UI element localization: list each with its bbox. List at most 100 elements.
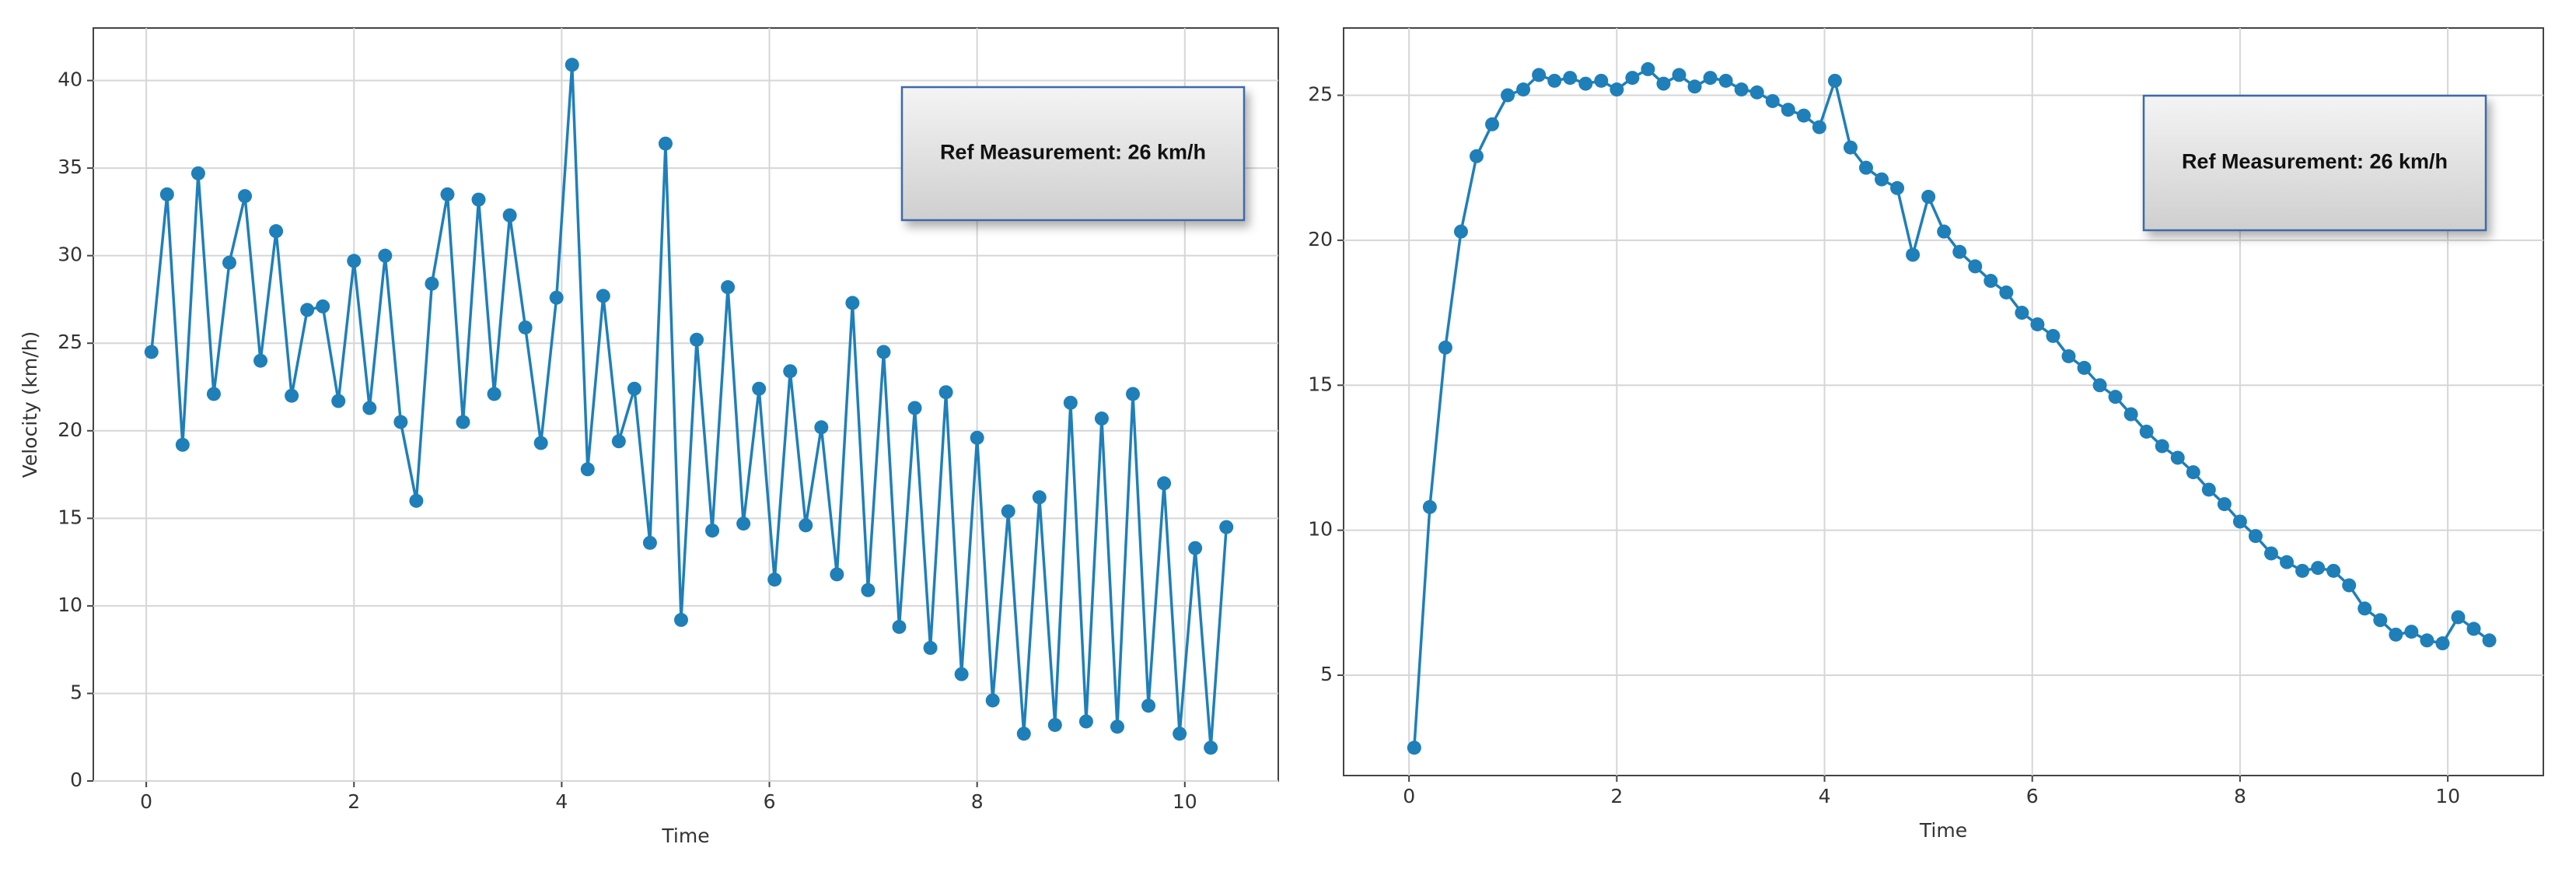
- point: [409, 493, 424, 508]
- point: [144, 345, 159, 359]
- point: [300, 303, 315, 317]
- y-tick-label: 10: [1308, 518, 1333, 541]
- point: [985, 693, 1000, 708]
- y-tick-label: 25: [1308, 82, 1333, 105]
- point: [580, 462, 595, 477]
- point: [2123, 407, 2138, 422]
- x-tick-label: 8: [2234, 785, 2246, 807]
- x-tick-label: 2: [1610, 785, 1623, 807]
- point: [1672, 68, 1686, 82]
- point: [549, 290, 564, 305]
- point: [1047, 717, 1062, 732]
- point: [2232, 514, 2247, 529]
- y-tick-label: 30: [58, 243, 82, 266]
- point: [1094, 411, 1109, 426]
- point: [1984, 274, 1998, 289]
- point: [378, 248, 393, 263]
- x-axis-label: Time: [1919, 819, 1967, 842]
- point: [1781, 103, 1795, 117]
- point: [596, 289, 610, 303]
- point: [1453, 224, 1468, 239]
- point: [1516, 82, 1531, 97]
- point: [269, 224, 284, 239]
- point: [1173, 727, 1187, 741]
- point: [1656, 76, 1671, 91]
- point: [2451, 610, 2466, 625]
- point: [1625, 71, 1640, 86]
- y-tick-label: 40: [58, 68, 82, 91]
- point: [1641, 61, 1655, 76]
- point: [1469, 149, 1484, 163]
- point: [1141, 699, 1156, 713]
- point: [2358, 601, 2372, 616]
- point: [1110, 720, 1124, 734]
- y-tick-label: 15: [1308, 373, 1333, 395]
- point: [253, 353, 268, 368]
- point: [1749, 85, 1764, 100]
- point: [331, 394, 346, 408]
- point: [673, 612, 688, 627]
- point: [1937, 224, 1952, 239]
- point: [767, 573, 782, 587]
- point: [954, 667, 969, 681]
- point: [658, 136, 673, 151]
- point: [799, 518, 813, 533]
- point: [611, 434, 626, 449]
- point: [2326, 563, 2341, 578]
- point: [2139, 424, 2154, 439]
- point: [1718, 73, 1733, 88]
- point: [2373, 613, 2388, 628]
- point: [2170, 450, 2185, 465]
- annotation-box: [900, 86, 1246, 222]
- point: [642, 535, 657, 550]
- point: [456, 415, 470, 429]
- point: [518, 320, 533, 334]
- point: [1906, 247, 1921, 262]
- point: [393, 415, 408, 429]
- point: [1032, 490, 1047, 505]
- x-tick-label: 0: [1403, 785, 1415, 807]
- point: [1126, 387, 1141, 401]
- point: [1204, 741, 1218, 755]
- point: [2248, 529, 2263, 544]
- y-tick-label: 5: [70, 681, 82, 703]
- point: [2295, 563, 2310, 578]
- point: [1827, 73, 1842, 88]
- point: [1796, 108, 1811, 123]
- point: [938, 385, 953, 400]
- y-tick-label: 0: [70, 769, 82, 791]
- y-tick-label: 15: [58, 506, 82, 528]
- point: [2201, 482, 2216, 497]
- point: [316, 299, 330, 313]
- point: [1532, 68, 1547, 82]
- point: [627, 381, 641, 396]
- x-tick-label: 6: [764, 790, 776, 813]
- point: [2263, 546, 2278, 561]
- point: [1952, 244, 1967, 259]
- point: [1063, 395, 1078, 410]
- point: [1501, 88, 1515, 103]
- point: [970, 430, 984, 445]
- point: [2186, 465, 2200, 480]
- point: [907, 401, 922, 415]
- annotation: Ref Measurement: 26 km/h: [2182, 150, 2448, 173]
- y-tick-label: 35: [58, 156, 82, 178]
- point: [1843, 140, 1858, 155]
- point: [2061, 348, 2076, 363]
- point: [1921, 189, 1936, 204]
- point: [471, 192, 486, 207]
- point: [2482, 633, 2497, 648]
- point: [690, 332, 704, 347]
- y-tick-label: 10: [58, 594, 82, 616]
- point: [1563, 71, 1578, 86]
- point: [1610, 82, 1624, 97]
- point: [1578, 76, 1593, 91]
- point: [1999, 285, 2014, 299]
- point: [1812, 120, 1826, 135]
- point: [502, 208, 517, 222]
- point: [736, 517, 751, 531]
- point: [2280, 555, 2295, 569]
- x-tick-label: 4: [1819, 785, 1831, 807]
- point: [1547, 73, 1562, 88]
- point: [1968, 259, 1983, 274]
